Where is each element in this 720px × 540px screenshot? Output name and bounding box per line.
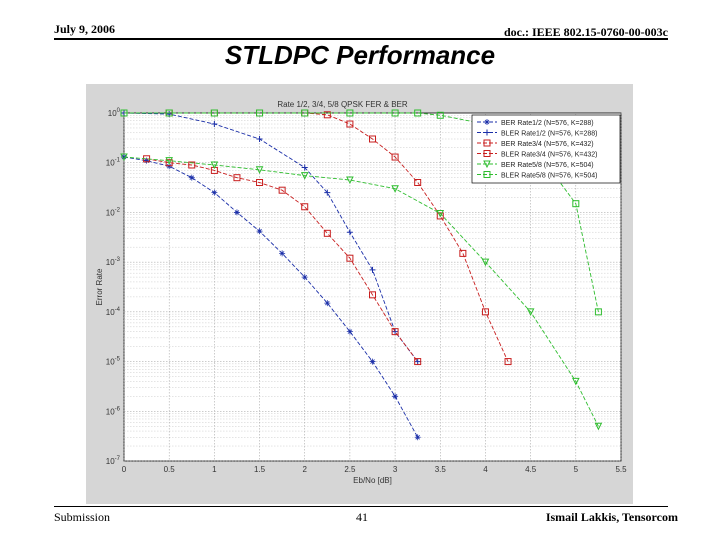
y-tick-label: 10-4	[106, 307, 121, 317]
x-tick-label: 0	[122, 465, 127, 474]
x-axis-label: Eb/No [dB]	[353, 476, 392, 485]
x-tick-label: 1.5	[254, 465, 266, 474]
error-rate-chart: 0 0.5 1 1.5 2 2.5 3 3.5 4 4.5 5 5.5 100 10-1 10-2 10-3 1…	[86, 84, 633, 504]
legend-entry-5: BLER Rate5/8 (N=576, K=504)	[501, 173, 598, 180]
y-tick-label: 10-3	[106, 257, 121, 267]
x-tick-label: 0.5	[164, 465, 176, 474]
y-axis-label: Error Rate	[95, 268, 104, 305]
x-tick-label: 5.5	[615, 465, 627, 474]
x-tick-label: 5	[574, 465, 579, 474]
legend-entry-3: BLER Rate3/4 (N=576, K=432)	[501, 152, 598, 159]
legend-entry-2: BER Rate3/4 (N=576, K=432)	[501, 141, 594, 148]
x-tick-label: 1	[212, 465, 217, 474]
x-tick-label: 3.5	[435, 465, 447, 474]
footer-submission: Submission	[54, 510, 110, 525]
footer-rule	[54, 506, 668, 507]
y-tick-label: 10-1	[106, 158, 121, 168]
footer-page-number: 41	[356, 510, 368, 525]
legend-entry-1: BLER Rate1/2 (N=576, K=288)	[501, 131, 598, 138]
x-tick-label: 2	[303, 465, 308, 474]
slide-title: STLDPC Performance	[0, 40, 720, 71]
x-tick-label: 3	[393, 465, 398, 474]
x-tick-label: 2.5	[344, 465, 356, 474]
footer-author: Ismail Lakkis, Tensorcom	[546, 510, 678, 525]
header-date: July 9, 2006	[54, 22, 115, 37]
x-tick-label: 4.5	[525, 465, 537, 474]
y-tick-label: 10-6	[106, 406, 121, 416]
chart-title: Rate 1/2, 3/4, 5/8 QPSK FER & BER	[277, 100, 408, 109]
legend-entry-0: BER Rate1/2 (N=576, K=288)	[501, 120, 594, 127]
x-tick-label: 4	[483, 465, 488, 474]
y-tick-label: 100	[108, 108, 121, 118]
y-tick-label: 10-7	[106, 456, 121, 466]
y-tick-label: 10-5	[106, 357, 121, 367]
y-tick-label: 10-2	[106, 207, 121, 217]
legend-entry-4: BER Rate5/8 (N=576, K=504)	[501, 162, 594, 169]
